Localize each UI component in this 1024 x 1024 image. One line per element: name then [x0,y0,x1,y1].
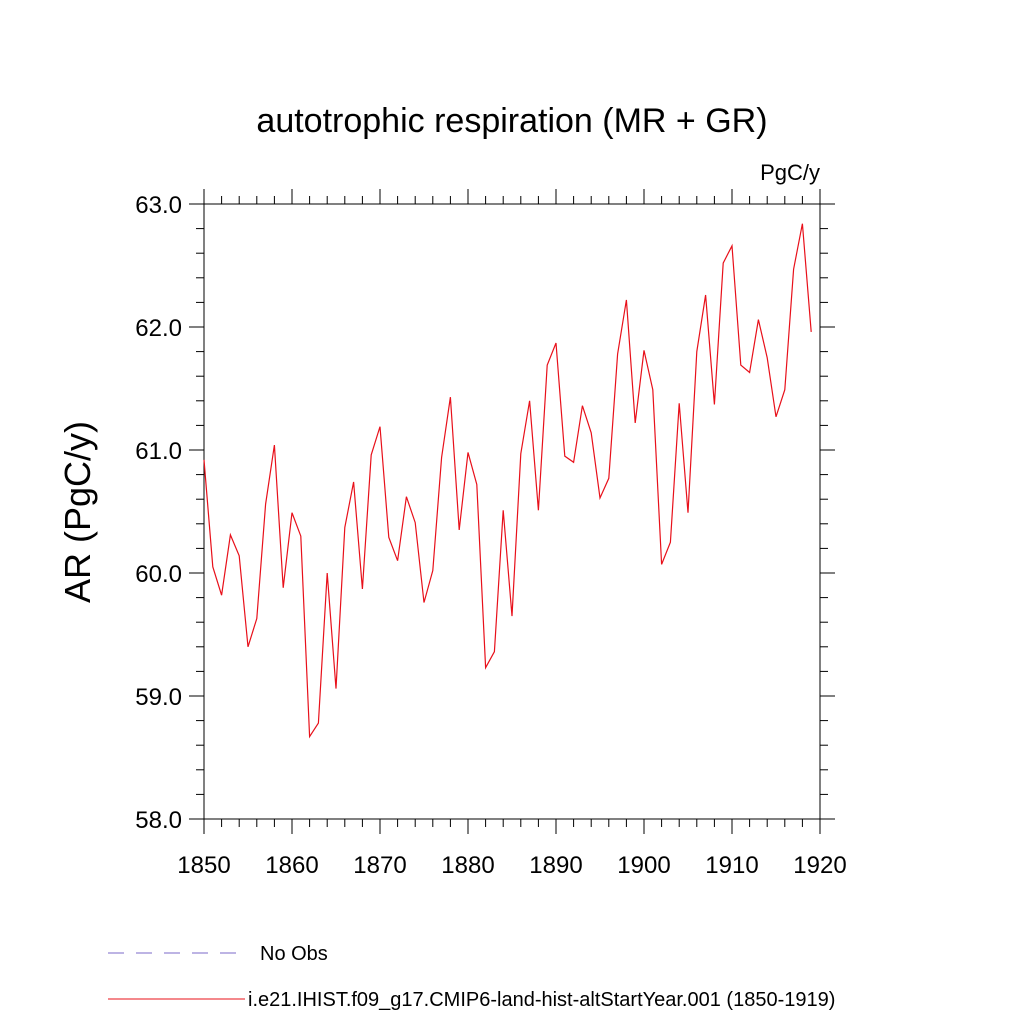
series-layer [203,223,812,739]
y-axis-label: AR (PgC/y) [57,421,98,603]
units-label: PgC/y [760,160,820,185]
x-tick-label: 1920 [793,852,846,879]
x-tick-label: 1870 [353,852,406,879]
plot-axes: 58.0 59.0 60.0 61.0 62.0 63.0 1850 1860 1870 1880… [135,189,847,879]
x-tick-label: 1890 [529,852,582,879]
y-tick-label: 61.0 [135,438,182,465]
y-tick-label: 59.0 [135,684,182,711]
chart-title: autotrophic respiration (MR + GR) [256,102,767,140]
plot-frame [203,203,821,820]
y-tick-label: 62.0 [135,315,182,342]
y-tick-label: 58.0 [135,807,182,834]
series-line-model [203,223,812,739]
x-tick-label: 1850 [177,852,230,879]
x-tick-label: 1860 [265,852,318,879]
legend-label-model: i.e21.IHIST.f09_g17.CMIP6-land-hist-altS… [248,989,835,1011]
y-tick-label: 63.0 [135,192,182,219]
x-tick-label: 1880 [441,852,494,879]
y-tick-label: 60.0 [135,561,182,588]
legend-label-no-obs: No Obs [260,943,328,965]
x-tick-label: 1900 [617,852,670,879]
legend: No Obs i.e21.IHIST.f09_g17.CMIP6-land-hi… [108,943,835,1011]
x-tick-label: 1910 [705,852,758,879]
